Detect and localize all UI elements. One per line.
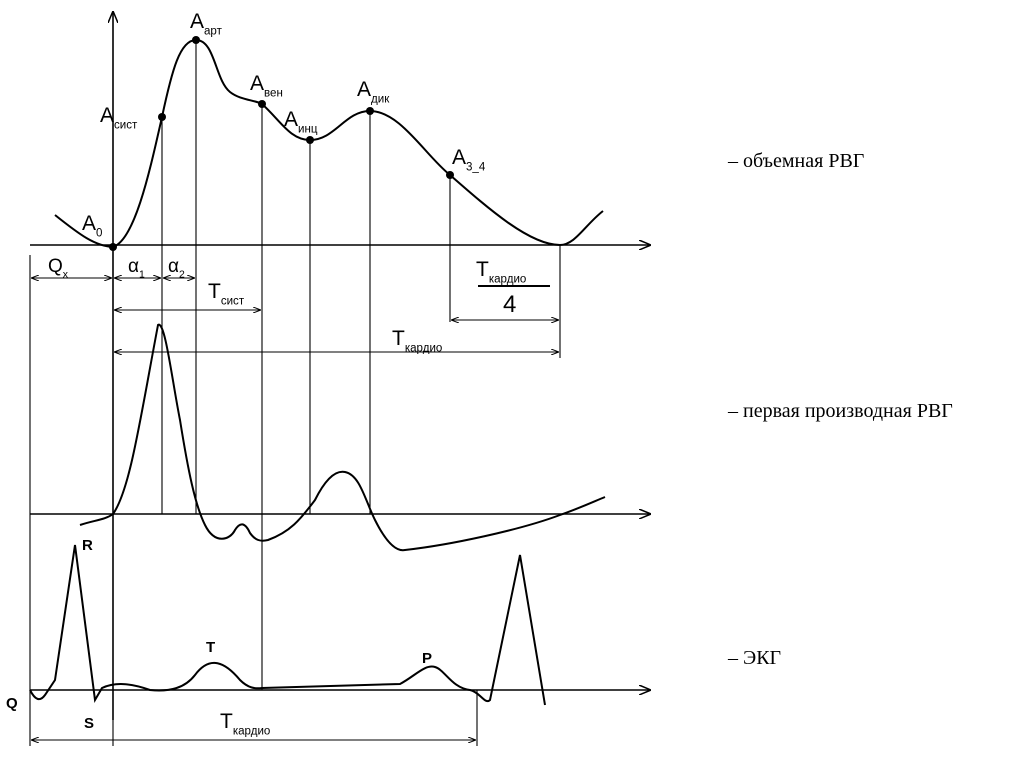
label-main: А — [452, 146, 466, 169]
label-main: Т — [392, 327, 405, 350]
fraction-numerator: Ткардио — [476, 258, 526, 285]
label-main: А — [250, 72, 264, 95]
label-main: А — [284, 108, 298, 131]
label-main: α — [128, 256, 139, 277]
label-sub: арт — [204, 25, 223, 37]
label-main: А — [100, 104, 114, 127]
legend-item: – первая производная РВГ — [727, 400, 953, 422]
volume-curve — [54, 38, 604, 249]
ecg-wave-label: P — [422, 650, 432, 667]
ecg-wave-label: R — [82, 537, 93, 554]
label-main: А — [82, 212, 96, 235]
ecg-wave-label: T — [206, 639, 215, 656]
label-main: Т — [220, 710, 233, 733]
label-sub: дик — [371, 93, 390, 105]
legend-item: – ЭКГ — [727, 647, 781, 669]
derivative-curve — [79, 323, 606, 552]
label: Аарт — [190, 10, 223, 37]
ecg-wave-label: S — [84, 715, 94, 732]
label-sub: кардио — [489, 273, 527, 285]
label-sub: 0 — [96, 227, 102, 239]
label: Ткардио — [220, 710, 270, 737]
legend-item: – объемная РВГ — [727, 150, 864, 172]
label-main: Т — [476, 258, 489, 281]
label-main: А — [190, 10, 204, 33]
label-sub: кардио — [233, 725, 271, 737]
ecg-wave-label: Q — [6, 695, 18, 712]
label: А0 — [82, 212, 102, 239]
label: Qx — [48, 256, 69, 281]
dimension-lines — [31, 278, 559, 740]
label-sub: 2 — [179, 270, 185, 281]
label-main: А — [357, 78, 371, 101]
label: α1 — [128, 256, 145, 281]
label-sub: сист — [114, 119, 138, 131]
label: Авен — [250, 72, 283, 99]
label: Адик — [357, 78, 390, 105]
label-sub: 3_4 — [466, 161, 486, 173]
label-main: Q — [48, 256, 63, 277]
label-sub: x — [63, 270, 69, 281]
ecg-curve — [29, 544, 546, 706]
label: α2 — [168, 256, 185, 281]
label-main: Т — [208, 280, 221, 303]
label: Аинц — [284, 108, 318, 135]
label: А3_4 — [452, 146, 486, 173]
fraction-denominator: 4 — [503, 291, 516, 318]
label-sub: кардио — [405, 342, 443, 354]
label-sub: инц — [298, 123, 318, 135]
label: Асист — [100, 104, 138, 131]
label-sub: 1 — [139, 270, 145, 281]
label-main: α — [168, 256, 179, 277]
label-sub: сист — [221, 295, 245, 307]
label-sub: вен — [264, 87, 283, 99]
volume-points — [109, 36, 454, 251]
label: Тсист — [208, 280, 245, 307]
guide-lines — [29, 40, 561, 746]
label: Ткардио — [392, 327, 442, 354]
